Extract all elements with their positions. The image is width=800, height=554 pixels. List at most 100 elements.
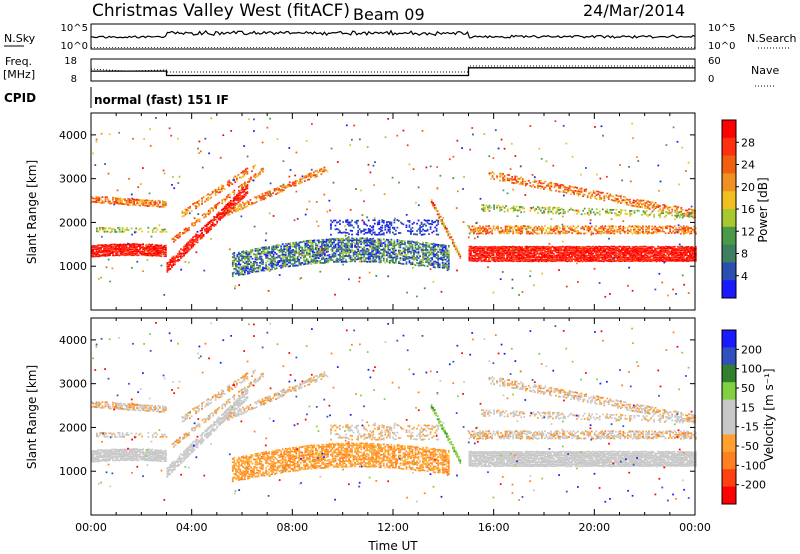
power-cell (655, 227, 658, 230)
power-cell (127, 250, 129, 252)
power-cell (434, 243, 437, 246)
power-cell (301, 250, 304, 252)
power-cell (428, 244, 430, 247)
power-cell (334, 250, 337, 252)
power-cell (233, 271, 236, 274)
power-cell (483, 260, 486, 262)
power-cell (239, 265, 242, 267)
power-cell (302, 252, 305, 255)
power-cell (295, 248, 298, 251)
power-cell (373, 244, 376, 247)
power-cell (692, 255, 694, 257)
power-cell (112, 198, 114, 201)
power-cell (428, 223, 430, 225)
power-cell (574, 260, 576, 262)
power-cell (611, 230, 614, 233)
power-cell (562, 227, 564, 230)
power-cell (413, 241, 415, 244)
power-cell (183, 228, 186, 231)
power-cell (272, 246, 275, 249)
power-cell (272, 250, 275, 253)
power-cell (644, 202, 646, 204)
power-cell (184, 212, 187, 215)
power-cell (580, 189, 583, 192)
power-cell (113, 245, 116, 248)
power-cell (645, 200, 648, 203)
power-cell (648, 201, 651, 204)
power-cell (137, 254, 140, 257)
power-cell (542, 249, 545, 251)
power-cell (580, 232, 582, 235)
power-cell (553, 246, 555, 249)
power-cell (336, 228, 338, 230)
power-cell (370, 260, 373, 263)
power-cell (431, 258, 434, 261)
power-cell (440, 251, 443, 253)
power-cell (501, 250, 504, 253)
power-cell (682, 260, 685, 262)
power-cell (334, 219, 337, 222)
power-cell (100, 202, 102, 204)
power-cell (610, 260, 613, 263)
power-cell (204, 230, 206, 232)
power-cell (451, 242, 454, 245)
power-cell (645, 250, 647, 253)
power-cell (663, 251, 666, 254)
power-cell (393, 242, 396, 245)
power-cell (239, 268, 242, 271)
power-cell (510, 258, 513, 260)
power-cell (260, 259, 263, 261)
power-cell (242, 201, 244, 204)
power-cell (673, 225, 676, 227)
power-cell (331, 250, 334, 253)
power-cell (333, 238, 335, 241)
power-cell (554, 256, 557, 259)
power-cell (439, 215, 442, 218)
power-cell (372, 249, 375, 252)
power-cell (539, 227, 542, 230)
power-cell (631, 258, 634, 260)
power-cell (233, 261, 236, 264)
power-cell (682, 249, 685, 252)
power-cell (511, 176, 514, 178)
power-cell (161, 228, 163, 231)
power-cell (114, 229, 116, 231)
power-cell (162, 203, 164, 206)
power-cell (104, 198, 107, 201)
power-cell (245, 262, 248, 265)
power-cell (593, 248, 596, 250)
power-cell (211, 224, 214, 227)
power-cell (572, 229, 575, 231)
power-cell (242, 190, 244, 193)
power-cell (610, 255, 613, 257)
power-cell (316, 254, 319, 257)
power-cell (443, 258, 446, 261)
power-cell (369, 253, 372, 256)
power-cell (533, 248, 536, 250)
power-cell (410, 263, 412, 266)
power-cell (650, 202, 652, 205)
power-cell (235, 272, 237, 275)
power-cell (127, 247, 129, 249)
power-cell (357, 248, 360, 251)
power-cell (316, 253, 319, 256)
power-cell (202, 233, 205, 236)
power-cell (524, 180, 527, 183)
power-cell (521, 180, 524, 183)
power-cell (319, 170, 321, 172)
power-cell (544, 254, 546, 257)
power-cell (537, 183, 539, 185)
power-cell (434, 248, 437, 251)
power-cell (198, 199, 200, 202)
power-cell (598, 198, 601, 201)
power-cell (521, 256, 524, 259)
power-cell (615, 260, 617, 262)
power-cell (510, 246, 513, 249)
power-cell (165, 202, 167, 204)
power-cell (470, 256, 472, 259)
power-cell (692, 257, 694, 260)
power-cell (675, 258, 678, 261)
power-cell (100, 197, 102, 200)
power-cell (236, 269, 239, 272)
power-cell (295, 252, 298, 254)
